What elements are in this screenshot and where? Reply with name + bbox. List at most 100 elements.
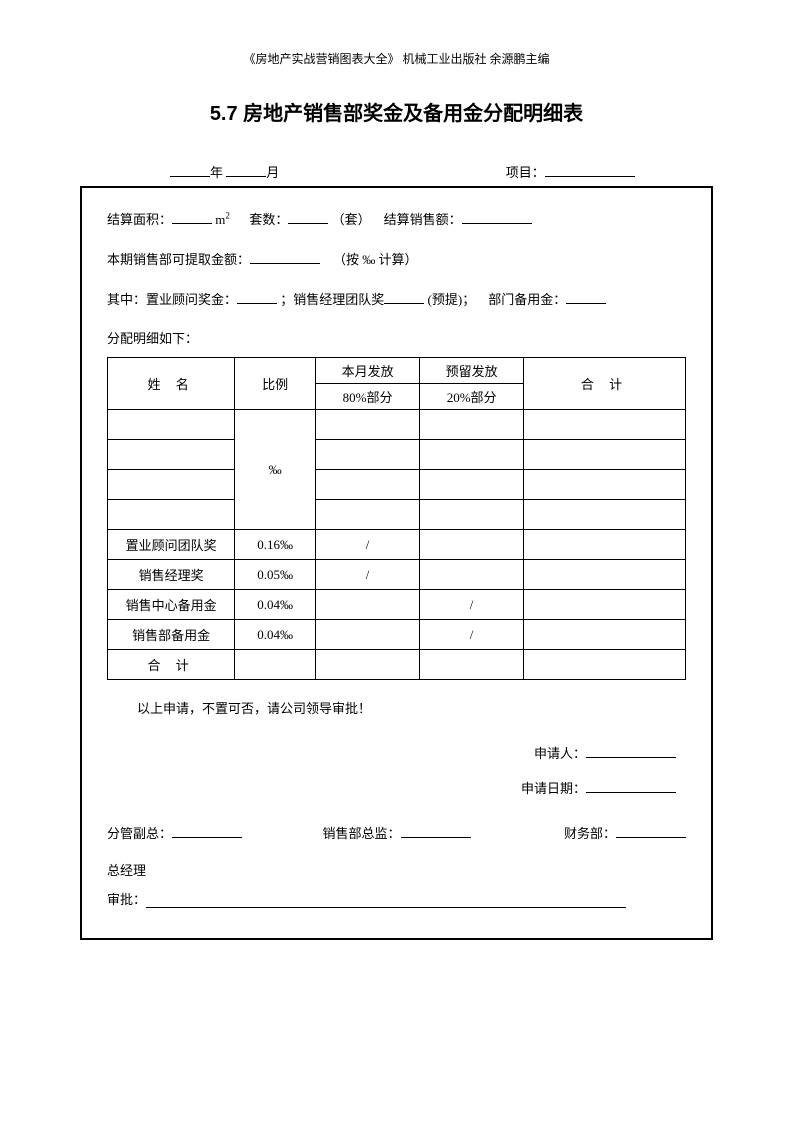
cell-ratio: 0.05‰ bbox=[235, 560, 316, 590]
applicant-line: 申请人： bbox=[107, 742, 686, 762]
cell-total[interactable] bbox=[524, 560, 686, 590]
gm-label: 总经理 bbox=[107, 860, 686, 879]
cell-name: 销售部备用金 bbox=[108, 620, 235, 650]
cell-name: 销售经理奖 bbox=[108, 560, 235, 590]
preextract-label: (预提)； bbox=[428, 292, 476, 307]
cell-ratio-permille: ‰ bbox=[235, 410, 316, 530]
consultant-bonus-label: 其中：置业顾问奖金： bbox=[107, 292, 237, 307]
table-header-row-1: 姓 名 比例 本月发放 预留发放 合 计 bbox=[108, 358, 686, 384]
extract-suffix: （按 ‰ 计算） bbox=[333, 252, 418, 267]
cell-name[interactable] bbox=[108, 500, 235, 530]
cell-total[interactable] bbox=[524, 470, 686, 500]
cell-month[interactable] bbox=[316, 590, 420, 620]
month-label: 月 bbox=[266, 165, 279, 180]
extract-line: 本期销售部可提取金额： （按 ‰ 计算） bbox=[107, 248, 686, 268]
vp-label: 分管副总： bbox=[107, 826, 172, 841]
col-reserve-sub-header: 20%部分 bbox=[420, 384, 524, 410]
month-blank[interactable] bbox=[226, 161, 266, 177]
cell-name[interactable] bbox=[108, 410, 235, 440]
table-row bbox=[108, 470, 686, 500]
table-row bbox=[108, 500, 686, 530]
cell-reserve[interactable] bbox=[420, 410, 524, 440]
cell-total[interactable] bbox=[524, 650, 686, 680]
cell-reserve: / bbox=[420, 590, 524, 620]
table-row: 置业顾问团队奖 0.16‰ / bbox=[108, 530, 686, 560]
table-row: 销售部备用金 0.04‰ / bbox=[108, 620, 686, 650]
area-unit: m bbox=[215, 212, 225, 227]
approval-label: 审批： bbox=[107, 892, 146, 907]
cell-month[interactable] bbox=[316, 500, 420, 530]
project-blank[interactable] bbox=[545, 161, 635, 177]
area-unit-sup: 2 bbox=[225, 211, 230, 221]
apply-date-label: 申请日期： bbox=[521, 781, 586, 796]
cell-ratio: 0.04‰ bbox=[235, 590, 316, 620]
book-header: 《房地产实战营销图表大全》 机械工业出版社 余源鹏主编 bbox=[80, 50, 713, 67]
director-label: 销售部总监： bbox=[322, 826, 400, 841]
extract-blank[interactable] bbox=[250, 248, 320, 264]
approval-blank[interactable] bbox=[146, 894, 626, 908]
applicant-blank[interactable] bbox=[586, 742, 676, 758]
year-blank[interactable] bbox=[170, 161, 210, 177]
cell-ratio[interactable] bbox=[235, 650, 316, 680]
cell-reserve: / bbox=[420, 620, 524, 650]
extract-label: 本期销售部可提取金额： bbox=[107, 252, 250, 267]
cell-month[interactable] bbox=[316, 410, 420, 440]
cell-month: / bbox=[316, 560, 420, 590]
cell-reserve[interactable] bbox=[420, 440, 524, 470]
cell-name-total: 合 计 bbox=[108, 650, 235, 680]
table-row bbox=[108, 440, 686, 470]
cell-reserve[interactable] bbox=[420, 530, 524, 560]
count-blank[interactable] bbox=[288, 208, 328, 224]
manager-team-label: ；销售经理团队奖 bbox=[280, 292, 384, 307]
approval-line: 审批： bbox=[107, 889, 686, 908]
settlement-line: 结算面积： m2 套数： （套） 结算销售额： bbox=[107, 208, 686, 228]
col-reserve-header: 预留发放 bbox=[420, 358, 524, 384]
cell-total[interactable] bbox=[524, 500, 686, 530]
allocation-table: 姓 名 比例 本月发放 预留发放 合 计 80%部分 20%部分 ‰ bbox=[107, 357, 686, 680]
area-label: 结算面积： bbox=[107, 212, 172, 227]
sales-blank[interactable] bbox=[462, 208, 532, 224]
sales-label: 结算销售额： bbox=[384, 212, 462, 227]
cell-total[interactable] bbox=[524, 440, 686, 470]
col-month-header: 本月发放 bbox=[316, 358, 420, 384]
area-blank[interactable] bbox=[172, 208, 212, 224]
cell-ratio: 0.04‰ bbox=[235, 620, 316, 650]
dept-reserve-label: 部门备用金： bbox=[488, 292, 566, 307]
apply-date-blank[interactable] bbox=[586, 777, 676, 793]
apply-date-line: 申请日期： bbox=[107, 777, 686, 797]
cell-name[interactable] bbox=[108, 470, 235, 500]
approval-note: 以上申请，不置可否，请公司领导审批！ bbox=[107, 698, 686, 717]
cell-month[interactable] bbox=[316, 440, 420, 470]
cell-ratio: 0.16‰ bbox=[235, 530, 316, 560]
table-row-total: 合 计 bbox=[108, 650, 686, 680]
finance-blank[interactable] bbox=[616, 822, 686, 838]
col-ratio-header: 比例 bbox=[235, 358, 316, 410]
cell-month[interactable] bbox=[316, 620, 420, 650]
cell-month[interactable] bbox=[316, 470, 420, 500]
cell-name: 置业顾问团队奖 bbox=[108, 530, 235, 560]
cell-total[interactable] bbox=[524, 620, 686, 650]
col-month-sub-header: 80%部分 bbox=[316, 384, 420, 410]
cell-name[interactable] bbox=[108, 440, 235, 470]
page-title: 5.7 房地产销售部奖金及备用金分配明细表 bbox=[80, 97, 713, 126]
cell-reserve[interactable] bbox=[420, 470, 524, 500]
finance-label: 财务部： bbox=[564, 826, 616, 841]
cell-total[interactable] bbox=[524, 530, 686, 560]
cell-total[interactable] bbox=[524, 590, 686, 620]
dept-reserve-blank[interactable] bbox=[566, 288, 606, 304]
date-project-line: 年 月 项目： bbox=[80, 161, 713, 181]
manager-team-blank[interactable] bbox=[384, 288, 424, 304]
signature-row: 分管副总： 销售部总监： 财务部： bbox=[107, 822, 686, 842]
cell-total[interactable] bbox=[524, 410, 686, 440]
cell-reserve[interactable] bbox=[420, 500, 524, 530]
col-total-header: 合 计 bbox=[524, 358, 686, 410]
cell-reserve[interactable] bbox=[420, 650, 524, 680]
project-label: 项目： bbox=[506, 165, 545, 180]
director-blank[interactable] bbox=[401, 822, 471, 838]
table-row: ‰ bbox=[108, 410, 686, 440]
vp-blank[interactable] bbox=[172, 822, 242, 838]
consultant-bonus-blank[interactable] bbox=[237, 288, 277, 304]
cell-reserve[interactable] bbox=[420, 560, 524, 590]
cell-month[interactable] bbox=[316, 650, 420, 680]
applicant-label: 申请人： bbox=[534, 746, 586, 761]
